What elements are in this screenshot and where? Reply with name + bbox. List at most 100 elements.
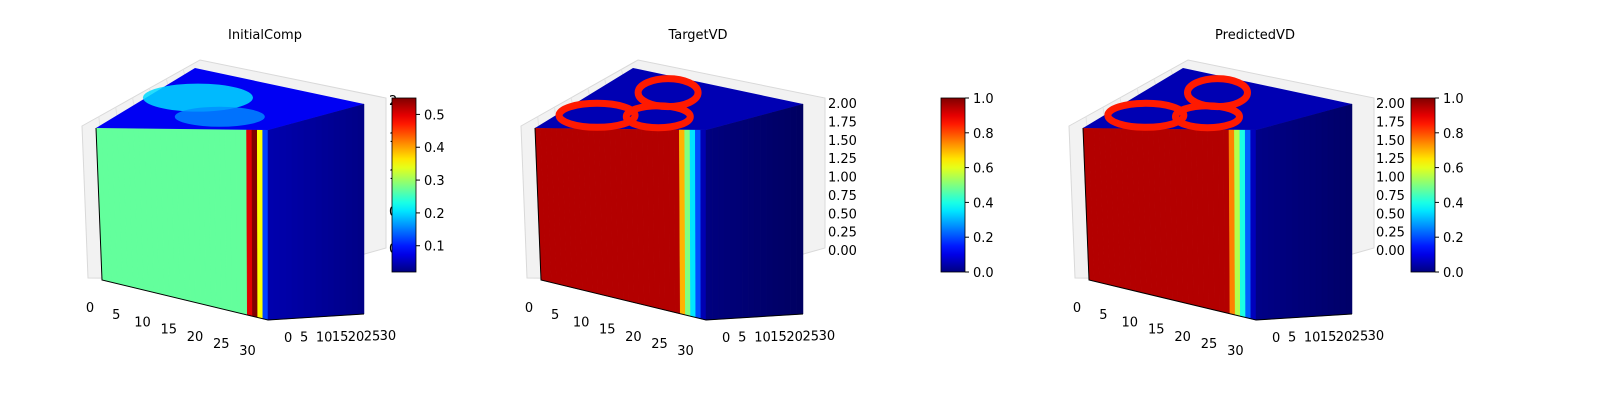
colorbar-tick-label: 0.2 [1443, 231, 1464, 246]
x-tick-label: 0 [1073, 301, 1081, 316]
voxel-top-feature [143, 84, 253, 112]
voxel-right-column [1256, 128, 1262, 320]
voxel-right-column [346, 107, 352, 315]
colorbar-tick-label: 0.1 [424, 240, 445, 255]
voxel-right-column [304, 119, 310, 318]
x-tick-label: 5 [1099, 308, 1107, 323]
voxel-right-column [1286, 120, 1292, 318]
voxel-right-column [1322, 111, 1328, 316]
voxel-right-column [718, 125, 724, 319]
colorbar-tick-label: 0.0 [1443, 266, 1464, 281]
x-tick-label: 30 [677, 344, 694, 359]
y-tick-label: 0 [1272, 331, 1280, 346]
voxel-right-column [767, 112, 773, 316]
x-tick-label: 10 [1122, 315, 1139, 330]
z-tick-label: 0.50 [828, 207, 857, 222]
colorbar-tick-label: 0.6 [973, 162, 994, 177]
colorbar-tick-label: 1.0 [1443, 92, 1464, 107]
z-tick-label: 0.00 [1376, 244, 1405, 259]
y-tick-label: 15 [770, 330, 787, 345]
voxel-front-column [1251, 130, 1256, 320]
voxel-front-column [1234, 130, 1240, 317]
colorbar-tick-label: 1.0 [973, 92, 994, 107]
colorbar [392, 98, 416, 272]
x-tick-label: 25 [1201, 337, 1218, 352]
z-tick-label: 0.50 [1376, 207, 1405, 222]
voxel-right-column [742, 119, 748, 318]
z-tick-label: 0.00 [828, 244, 857, 259]
voxel-right-column [755, 115, 761, 317]
x-tick-label: 5 [551, 308, 559, 323]
x-tick-label: 20 [1174, 330, 1191, 345]
voxel-right-column [730, 122, 736, 319]
voxel-right-column [724, 124, 730, 319]
colorbar-tick-label: 0.5 [424, 108, 445, 123]
voxel-right-column [316, 115, 322, 317]
colorbar-tick-label: 0.8 [1443, 127, 1464, 142]
voxel-right-column [310, 117, 316, 317]
voxel-front-column [695, 130, 701, 319]
voxel-right-column [274, 127, 280, 320]
voxel-right-column [706, 128, 712, 320]
voxel-right-column [748, 117, 754, 317]
voxel-right-column [298, 120, 304, 318]
z-tick-label: 1.50 [828, 134, 857, 149]
y-tick-label: 25 [802, 329, 819, 344]
y-tick-label: 20 [1336, 330, 1353, 345]
voxel-right-column [1316, 112, 1322, 316]
voxel-right-column [268, 128, 274, 320]
colorbar-tick-label: 0.4 [424, 141, 445, 156]
colorbar-tick-label: 0.8 [973, 127, 994, 142]
y-tick-label: 30 [1368, 329, 1385, 344]
y-tick-label: 10 [1304, 330, 1321, 345]
chart-title: InitialComp [228, 28, 302, 43]
voxel-right-column [791, 106, 797, 315]
x-tick-label: 5 [112, 308, 120, 323]
y-tick-label: 30 [819, 329, 836, 344]
x-tick-label: 0 [525, 301, 533, 316]
y-tick-label: 20 [348, 330, 365, 345]
voxel-right-column [1280, 122, 1286, 319]
z-tick-label: 1.00 [828, 171, 857, 186]
z-tick-label: 1.25 [828, 152, 857, 167]
voxel-right-column [358, 104, 364, 314]
z-tick-label: 0.75 [1376, 189, 1405, 204]
y-tick-label: 10 [754, 330, 771, 345]
voxel-front-column [685, 130, 691, 317]
voxel-right-column [1304, 115, 1310, 317]
voxel-right-column [761, 114, 767, 317]
y-tick-label: 5 [300, 331, 308, 346]
colorbar [941, 98, 965, 272]
voxel-front-column [701, 130, 706, 320]
colorbar-tick-label: 0.4 [973, 196, 994, 211]
x-tick-label: 20 [187, 330, 204, 345]
z-tick-label: 1.75 [828, 115, 857, 130]
colorbar-tick-label: 0.6 [1443, 162, 1464, 177]
y-tick-label: 15 [332, 330, 349, 345]
x-tick-label: 15 [599, 323, 616, 338]
voxel-right-column [779, 109, 785, 316]
x-tick-label: 25 [213, 337, 230, 352]
voxel-right-column [352, 106, 358, 315]
voxel-right-column [1346, 104, 1352, 314]
z-tick-label: 0.25 [828, 226, 857, 241]
voxel-right-column [712, 127, 718, 320]
x-tick-label: 30 [1227, 344, 1244, 359]
voxel-right-column [1292, 119, 1298, 318]
colorbar [1411, 98, 1435, 272]
x-tick-label: 15 [1148, 323, 1165, 338]
voxel-right-column [1334, 107, 1340, 315]
voxel-right-column [334, 111, 340, 316]
colorbar-tick-label: 0.3 [424, 174, 445, 189]
voxel-right-column [322, 114, 328, 317]
y-tick-label: 0 [722, 331, 730, 346]
chart-panel-initialcomp: InitialComp05101520253005101520253000.51… [82, 28, 445, 359]
voxel-right-column [340, 109, 346, 316]
colorbar-tick-label: 0.2 [973, 231, 994, 246]
x-tick-label: 10 [134, 315, 151, 330]
x-tick-label: 25 [651, 337, 668, 352]
voxel-right-column [292, 122, 298, 319]
voxel-right-column [1328, 109, 1334, 316]
